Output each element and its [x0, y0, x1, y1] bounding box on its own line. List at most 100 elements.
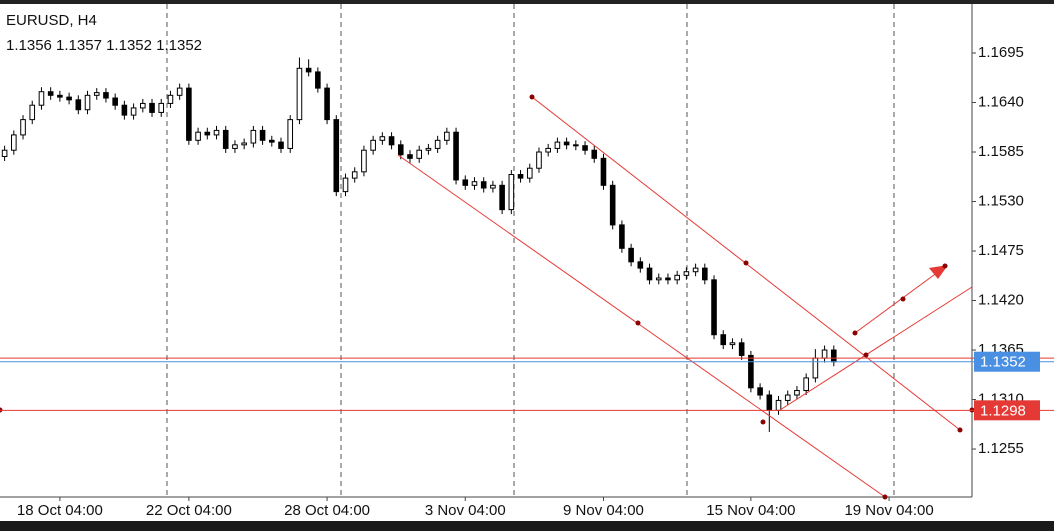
candle-body: [20, 119, 26, 136]
candle-body: [702, 267, 708, 281]
arrow-head: [929, 265, 948, 279]
candle-body: [342, 177, 349, 193]
candle-body: [619, 224, 625, 249]
anchor: [635, 320, 641, 326]
candle-body: [11, 134, 17, 151]
separators: [166, 4, 895, 497]
drawings: [0, 94, 975, 500]
candle-body: [259, 129, 266, 141]
candle-body: [462, 179, 469, 186]
candle-body: [628, 247, 634, 263]
anchor: [760, 419, 766, 425]
candle-body: [397, 144, 404, 156]
candle-body: [416, 149, 423, 159]
y-tick-label: 1.1530: [978, 192, 1024, 209]
candle-body: [66, 96, 72, 101]
candle-body: [637, 261, 644, 269]
y-tick-label: 1.1585: [978, 143, 1024, 160]
candle-body: [1, 149, 8, 158]
candle-body: [794, 390, 800, 396]
candle-body: [388, 136, 395, 146]
candle-body: [573, 144, 579, 147]
candle-body: [591, 149, 598, 159]
price-box: [974, 400, 1040, 421]
candle-body: [75, 99, 82, 111]
candle-body: [711, 279, 717, 336]
candle-body: [241, 142, 247, 146]
candle-body: [582, 145, 588, 151]
anchor: [900, 296, 906, 302]
candle-body: [158, 102, 165, 113]
candle-body: [453, 131, 459, 181]
anchor: [863, 352, 869, 358]
chart-title: EURUSD, H4: [6, 12, 97, 29]
candle-body: [490, 184, 496, 189]
candle-body: [775, 399, 782, 411]
candle-body: [821, 349, 828, 359]
candle-body: [93, 92, 100, 96]
candle-body: [499, 184, 505, 211]
price-box-label: 1.1298: [980, 402, 1026, 419]
candle-body: [471, 181, 478, 186]
anchor: [942, 263, 948, 269]
price-box-label: 1.1352: [980, 354, 1026, 371]
candle-body: [370, 139, 376, 151]
candle-body: [149, 102, 155, 113]
candle-body: [508, 174, 515, 211]
y-tick-label: 1.1640: [978, 93, 1024, 110]
anchor: [529, 94, 535, 100]
candle-body: [204, 131, 211, 136]
candle-body: [600, 157, 607, 186]
arrow-line: [854, 271, 939, 334]
anchor: [743, 260, 749, 266]
candle-body: [766, 394, 773, 411]
candle-body: [305, 67, 312, 73]
candle-body: [757, 387, 763, 396]
candle-body: [609, 184, 616, 226]
candle-body: [526, 167, 533, 179]
candle-body: [831, 349, 837, 363]
bottom-bar: [0, 521, 1054, 531]
x-tick-label: 19 Nov 04:00: [844, 502, 933, 519]
x-tick-label: 18 Oct 04:00: [17, 502, 103, 519]
candle-body: [84, 94, 91, 111]
ohlc-readout: 1.1356 1.1357 1.1352 1.1352: [6, 37, 202, 54]
candle-body: [748, 354, 754, 389]
candle-body: [250, 129, 257, 144]
y-tick-label: 1.1420: [978, 291, 1024, 308]
anchor: [852, 330, 858, 336]
y-tick-label: 1.1475: [978, 242, 1024, 259]
candle-body: [480, 181, 487, 189]
candle-body: [167, 94, 174, 104]
candle-body: [738, 342, 745, 356]
candle-body: [121, 104, 128, 116]
candle-body: [812, 357, 819, 379]
candle-body: [176, 87, 183, 96]
candle-body: [232, 144, 238, 149]
candle-body: [674, 274, 680, 281]
top-bar: [0, 0, 1054, 4]
candle-body: [434, 139, 441, 149]
candle-body: [784, 394, 791, 401]
candle-body: [103, 92, 109, 99]
candle-body: [140, 102, 146, 109]
candle-body: [315, 71, 321, 89]
candle-body: [665, 277, 671, 281]
candle-body: [333, 119, 340, 193]
candle-body: [729, 342, 736, 346]
candle-body: [683, 271, 690, 276]
plot: [1, 57, 837, 432]
candle-body: [38, 91, 45, 106]
candle-body: [563, 141, 570, 146]
y-tick-label: 1.1255: [978, 440, 1024, 457]
candle-body: [222, 129, 229, 149]
candle-body: [351, 171, 358, 179]
candle-body: [278, 141, 284, 149]
candle-body: [186, 87, 192, 141]
x-tick-label: 28 Oct 04:00: [284, 502, 370, 519]
candle-body: [554, 141, 561, 149]
candle-body: [29, 104, 36, 121]
candle-body: [324, 87, 330, 121]
x-tick-label: 9 Nov 04:00: [563, 502, 644, 519]
